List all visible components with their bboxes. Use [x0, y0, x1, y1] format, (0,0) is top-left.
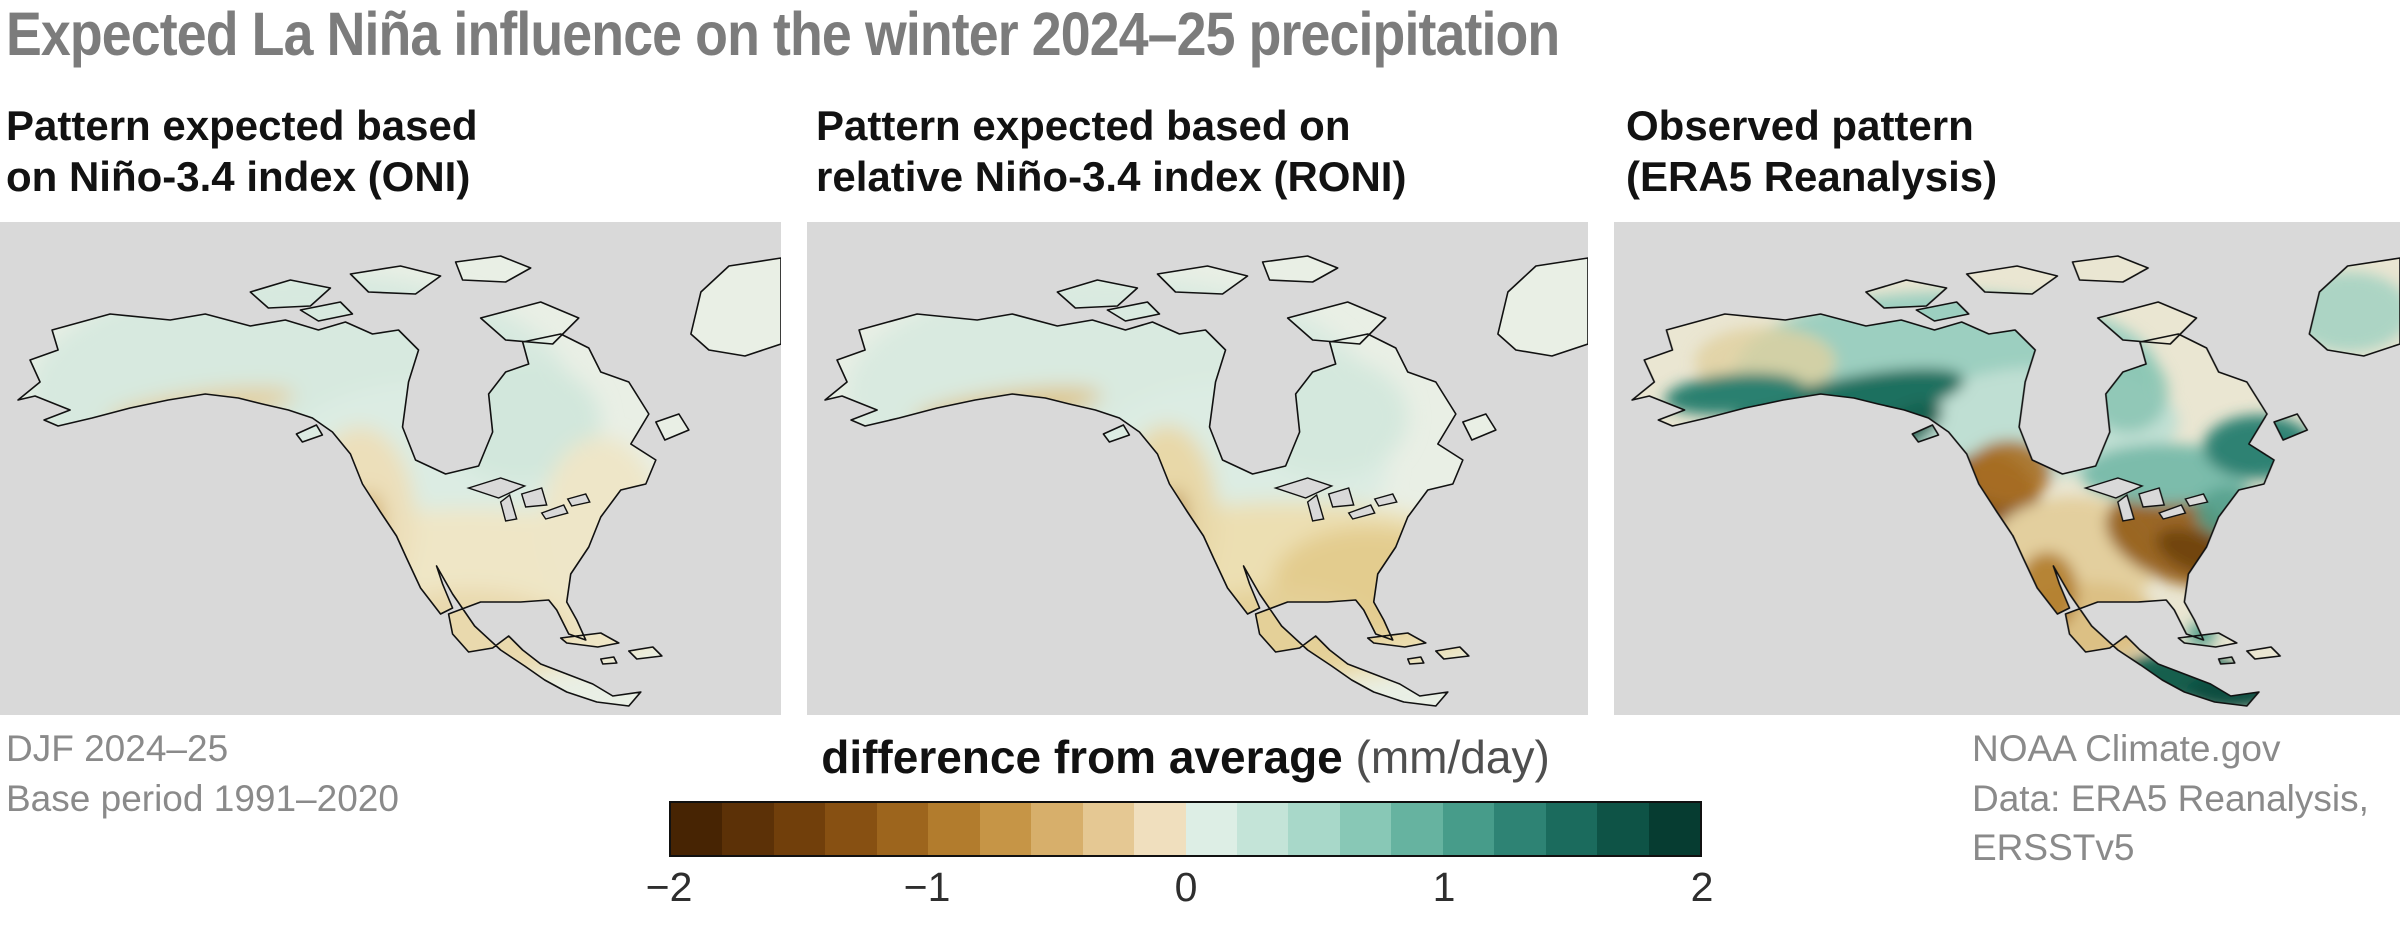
colorbar-tick-zero: 0	[1174, 864, 1198, 910]
footer-season: DJF 2024–25	[6, 728, 229, 769]
footer-base-period: Base period 1991–2020	[6, 777, 399, 819]
panel-title-observed: Observed pattern (ERA5 Reanalysis)	[1626, 100, 1997, 202]
map-panel-observed	[1614, 222, 2400, 715]
footer-data-source: Data: ERA5 Reanalysis,	[1972, 777, 2369, 819]
figure-title: Expected La Niña influence on the winter…	[6, 0, 1560, 68]
colorbar-tick-pos1: 1	[1432, 864, 1456, 910]
panel-title-oni: Pattern expected based on Niño-3.4 index…	[6, 100, 478, 202]
colorbar-title-text: difference from average	[821, 731, 1343, 783]
colorbar-tick-neg1: −1	[903, 864, 951, 910]
panel-title-oni-line1: Pattern expected based	[6, 102, 478, 149]
panel-title-observed-line1: Observed pattern	[1626, 102, 1974, 149]
panel-title-oni-line2: on Niño-3.4 index (ONI)	[6, 153, 471, 201]
colorbar-title: difference from average (mm/day)	[669, 730, 1702, 784]
map-panel-oni	[0, 222, 781, 715]
colorbar-tick-neg2: −2	[645, 864, 693, 910]
colorbar-title-units: (mm/day)	[1355, 731, 1550, 783]
footer-credit: NOAA Climate.gov	[1972, 728, 2281, 769]
footer-right: NOAA Climate.gov Data: ERA5 Reanalysis, …	[1972, 724, 2369, 873]
panel-title-observed-line2: (ERA5 Reanalysis)	[1626, 153, 1998, 201]
panel-title-roni-line2: relative Niño-3.4 index (RONI)	[816, 153, 1407, 201]
colorbar	[669, 801, 1702, 857]
north-america-map	[1614, 222, 2400, 715]
footer-data-source-2: ERSSTv5	[1972, 827, 2135, 869]
panel-title-roni-line1: Pattern expected based on	[816, 102, 1351, 149]
north-america-map	[807, 222, 1588, 715]
panel-title-roni: Pattern expected based on relative Niño-…	[816, 100, 1406, 202]
map-panel-roni	[807, 222, 1588, 715]
north-america-map	[0, 222, 781, 715]
colorbar-tick-pos2: 2	[1690, 864, 1714, 910]
footer-left: DJF 2024–25 Base period 1991–2020	[6, 724, 399, 823]
